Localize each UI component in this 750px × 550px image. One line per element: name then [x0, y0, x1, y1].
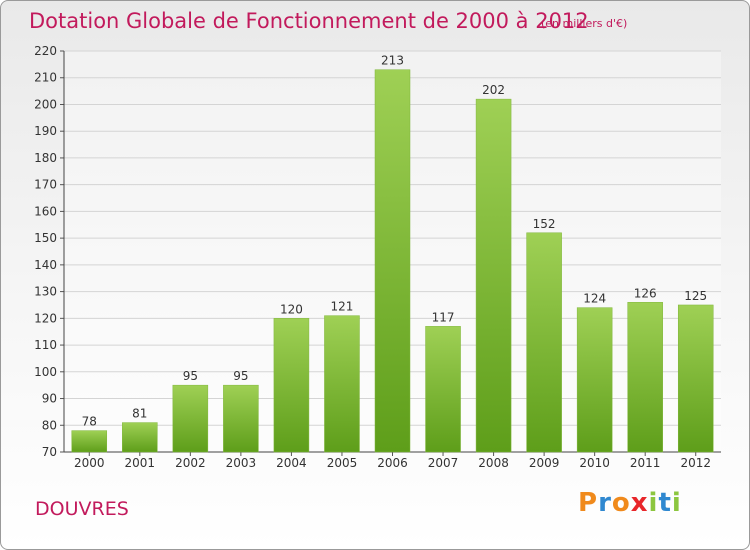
bar-value-label: 117: [432, 310, 455, 324]
y-tick-label: 160: [34, 204, 57, 218]
bar-value-label: 126: [634, 286, 657, 300]
logo-letter: r: [598, 488, 612, 518]
y-tick-label: 90: [42, 392, 57, 406]
bar: [223, 384, 259, 453]
logo-letter: i: [671, 488, 682, 518]
bar-value-label: 125: [684, 289, 707, 303]
bar: [627, 302, 663, 453]
logo-letter: P: [578, 488, 599, 518]
bar-value-label: 120: [280, 302, 303, 316]
bar: [122, 422, 158, 453]
y-tick-label: 140: [34, 258, 57, 272]
bar-value-label: 152: [533, 217, 556, 231]
logo-letter: x: [630, 488, 649, 518]
x-tick-label: 2011: [630, 456, 661, 470]
x-tick-label: 2000: [74, 456, 105, 470]
x-tick-label: 2009: [529, 456, 560, 470]
bar-value-label: 202: [482, 83, 505, 97]
x-tick-label: 2010: [579, 456, 610, 470]
y-tick-label: 80: [42, 418, 57, 432]
bar: [425, 326, 461, 453]
logo-letter: o: [611, 488, 631, 518]
x-tick-label: 2001: [125, 456, 156, 470]
y-tick-label: 100: [34, 365, 57, 379]
bar: [576, 307, 613, 453]
logo-letter: t: [658, 488, 672, 518]
x-tick-label: 2002: [175, 456, 206, 470]
bar-value-label: 95: [233, 369, 248, 383]
x-tick-label: 2004: [276, 456, 307, 470]
y-tick-label: 110: [34, 338, 57, 352]
x-tick-label: 2012: [680, 456, 711, 470]
bar: [677, 304, 714, 453]
bar: [172, 384, 209, 453]
bar-value-label: 124: [583, 292, 606, 306]
bar: [475, 98, 512, 453]
logo-letter: i: [648, 488, 659, 518]
x-tick-label: 2006: [377, 456, 408, 470]
x-tick-label: 2005: [327, 456, 358, 470]
x-tick-label: 2007: [428, 456, 459, 470]
y-tick-label: 150: [34, 231, 57, 245]
chart-subtitle: (en milliers d'€): [541, 17, 628, 30]
bar: [71, 430, 108, 453]
y-tick-label: 130: [34, 285, 57, 299]
bar-value-label: 121: [331, 300, 354, 314]
y-tick-label: 220: [34, 44, 57, 58]
bar: [324, 315, 360, 453]
y-tick-label: 70: [42, 445, 57, 459]
bar-value-label: 81: [132, 407, 147, 421]
y-tick-label: 120: [34, 311, 57, 325]
city-name: DOUVRES: [35, 498, 129, 520]
bar: [374, 69, 411, 453]
chart-title: Dotation Globale de Fonctionnement de 20…: [29, 9, 589, 33]
bar-value-label: 78: [82, 415, 97, 429]
bar: [273, 318, 310, 453]
y-tick-label: 180: [34, 151, 57, 165]
y-tick-label: 170: [34, 178, 57, 192]
proxiti-logo[interactable]: Proxiti: [578, 488, 682, 518]
y-tick-label: 210: [34, 71, 57, 85]
x-tick-label: 2003: [226, 456, 257, 470]
bar-value-label: 95: [183, 369, 198, 383]
y-tick-label: 190: [34, 124, 57, 138]
x-tick-label: 2008: [478, 456, 509, 470]
bar: [526, 232, 562, 453]
bar-value-label: 213: [381, 54, 404, 68]
y-tick-label: 200: [34, 97, 57, 111]
